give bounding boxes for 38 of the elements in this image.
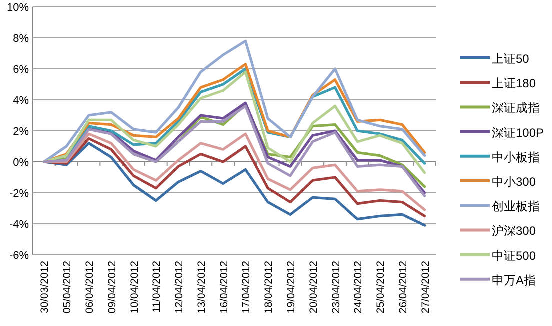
legend-label: 中小300: [492, 175, 536, 189]
x-tick-label: 17/04/2012: [240, 260, 253, 314]
y-tick-label: -6%: [9, 250, 30, 262]
y-tick-label: 6%: [13, 64, 30, 76]
x-tick-label: 05/04/2012: [62, 260, 74, 314]
x-tick-label: 10/04/2012: [128, 260, 141, 314]
x-tick-label: 27/04/2012: [420, 260, 432, 314]
y-tick-label: -4%: [9, 219, 30, 231]
y-tick-label: 0%: [13, 157, 30, 169]
y-tick-label: 8%: [13, 33, 30, 45]
y-tick-label: 2%: [13, 126, 30, 138]
x-tick-label: 19/04/2012: [285, 260, 298, 314]
x-tick-label: 24/04/2012: [352, 260, 365, 314]
legend-label: 申万A指: [492, 273, 536, 288]
x-tick-label: 13/04/2012: [196, 260, 208, 314]
legend-label: 深证成指: [492, 101, 540, 116]
y-tick-label: -2%: [9, 188, 30, 200]
legend-label: 上证180: [492, 76, 536, 91]
line-series: [42, 40, 426, 164]
x-tick-label: 09/04/2012: [106, 260, 118, 314]
legend-label: 沪深300: [492, 224, 536, 238]
legend-label: 上证50: [492, 52, 530, 66]
legend-label: 中证500: [492, 248, 536, 263]
x-tick-label: 23/04/2012: [330, 260, 342, 314]
x-tick-label: 11/04/2012: [151, 260, 164, 313]
y-tick-label: 4%: [13, 95, 30, 107]
x-tick-label: 20/04/2012: [308, 260, 320, 314]
x-tick-label: 06/04/2012: [84, 260, 96, 314]
legend-label: 深证100P: [492, 126, 544, 140]
x-tick-label: 16/04/2012: [218, 260, 230, 314]
x-tick-label: 12/04/2012: [174, 260, 186, 314]
x-tick-label: 25/04/2012: [375, 260, 388, 314]
x-tick-label: 26/04/2012: [397, 260, 410, 314]
legend-label: 创业板指: [492, 200, 540, 214]
x-tick-label: 18/04/2012: [263, 260, 276, 314]
legend-label: 中小板指: [492, 150, 540, 164]
x-tick-label: 30/03/2012: [39, 260, 52, 314]
y-tick-label: 10%: [6, 2, 30, 14]
